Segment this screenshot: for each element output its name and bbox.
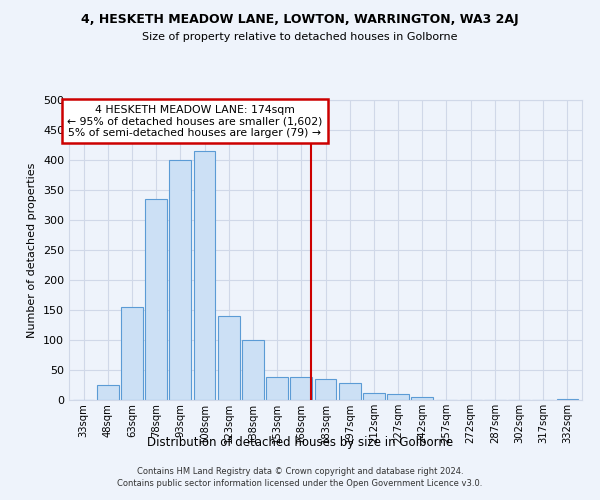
Bar (169, 160, 191, 400)
Bar (557, 399, 578, 400)
Bar (314, 379, 337, 400)
Text: 4 HESKETH MEADOW LANE: 174sqm
← 95% of detached houses are smaller (1,602)
5% of: 4 HESKETH MEADOW LANE: 174sqm ← 95% of d… (67, 105, 323, 138)
Bar (412, 397, 433, 400)
Bar (218, 316, 239, 400)
Text: Distribution of detached houses by size in Golborne: Distribution of detached houses by size … (147, 436, 453, 449)
Text: Contains HM Land Registry data © Crown copyright and database right 2024.
Contai: Contains HM Land Registry data © Crown c… (118, 467, 482, 488)
Bar (363, 393, 385, 400)
Bar (290, 377, 312, 400)
Bar (97, 385, 119, 400)
Bar (339, 383, 361, 400)
Bar (266, 377, 288, 400)
Bar (194, 151, 215, 400)
Bar (387, 394, 409, 400)
Text: 4, HESKETH MEADOW LANE, LOWTON, WARRINGTON, WA3 2AJ: 4, HESKETH MEADOW LANE, LOWTON, WARRINGT… (81, 12, 519, 26)
Y-axis label: Number of detached properties: Number of detached properties (28, 162, 37, 338)
Text: Size of property relative to detached houses in Golborne: Size of property relative to detached ho… (142, 32, 458, 42)
Bar (242, 340, 264, 400)
Bar (121, 307, 143, 400)
Bar (145, 199, 167, 400)
